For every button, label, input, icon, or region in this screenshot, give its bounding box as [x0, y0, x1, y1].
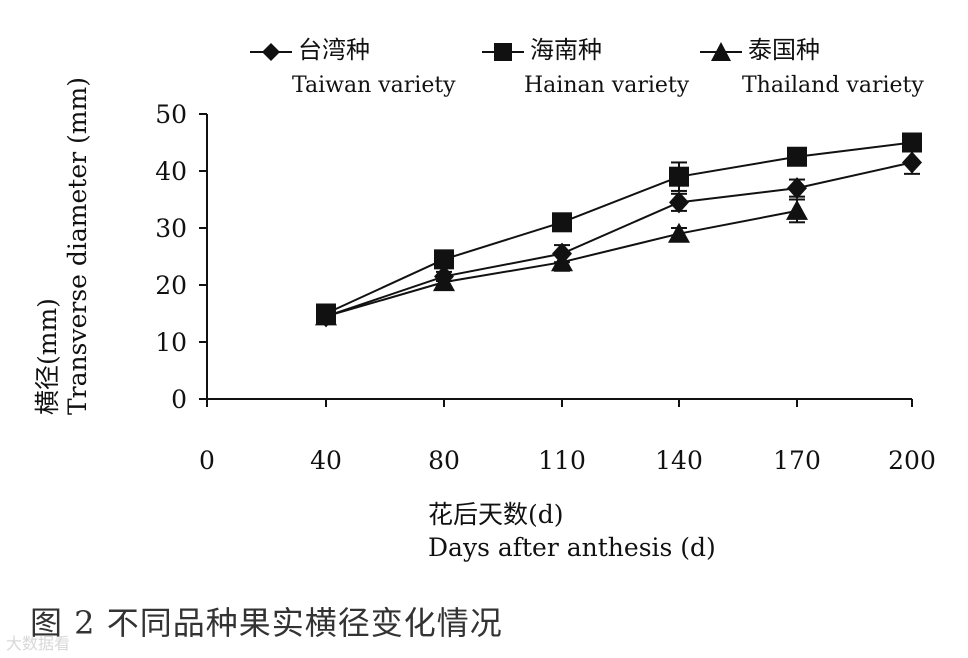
diamond-marker — [669, 191, 689, 214]
legend-label-cn: 泰国种 — [748, 36, 820, 64]
legend-item-thailand: 泰国种 Thailand variety — [700, 30, 924, 98]
x-tick-label: 80 — [428, 446, 460, 475]
watermark: 大数据看 — [6, 634, 71, 653]
x-axis-label-cn: 花后天数(d) — [428, 500, 564, 529]
series-line-diamond — [325, 161, 913, 318]
x-tick-label: 0 — [199, 446, 215, 475]
diamond-marker-icon — [250, 42, 292, 61]
square-marker — [787, 146, 807, 167]
legend-label-en: Hainan variety — [524, 73, 690, 98]
x-tick-label: 110 — [538, 446, 586, 475]
x-tick-label: 200 — [888, 446, 936, 475]
legend-label-cn: 海南种 — [530, 36, 602, 64]
square-marker — [902, 132, 922, 153]
square-marker — [434, 249, 454, 270]
legend: 台湾种 Taiwan variety 海南种 Hainan variety 泰国… — [250, 30, 950, 110]
legend-label-en: Taiwan variety — [292, 73, 456, 98]
y-tick-label: 0 — [171, 385, 187, 414]
y-axis-label-en: Transverse diameter (mm) — [63, 77, 92, 415]
y-tick-label: 20 — [155, 271, 187, 300]
y-axis-label-cn: 横径(mm) — [33, 298, 62, 415]
series-line-square — [325, 141, 913, 315]
legend-label-en: Thailand variety — [742, 73, 924, 98]
triangle-marker-icon — [700, 41, 742, 61]
chart-axes — [206, 114, 912, 400]
x-axis-label-en: Days after anthesis (d) — [428, 533, 716, 562]
series-lines — [325, 141, 913, 318]
diamond-marker — [902, 151, 922, 174]
triangle-marker — [668, 222, 690, 243]
legend-item-taiwan: 台湾种 Taiwan variety — [250, 30, 456, 98]
square-marker — [669, 166, 689, 187]
figure-caption: 图 2 不同品种果实横径变化情况 — [30, 604, 503, 642]
x-tick-label: 170 — [773, 446, 821, 475]
triangle-marker — [315, 305, 337, 326]
triangle-marker — [433, 271, 455, 292]
triangle-marker — [786, 199, 808, 220]
triangle-marker — [551, 251, 573, 272]
square-marker-icon — [482, 42, 524, 61]
axis-ticks: 0 10 20 30 40 50 0 40 80 110 140 170 200 — [155, 100, 936, 475]
series-markers — [315, 132, 922, 328]
y-axis-label: 横径(mm) Transverse diameter (mm) — [33, 75, 93, 415]
y-tick-label: 30 — [155, 214, 187, 243]
x-tick-label: 40 — [310, 446, 342, 475]
diamond-marker — [787, 177, 807, 200]
square-marker — [552, 212, 572, 233]
legend-label-cn: 台湾种 — [298, 36, 370, 64]
y-tick-label: 50 — [155, 100, 187, 129]
legend-item-hainan: 海南种 Hainan variety — [482, 30, 689, 98]
y-tick-label: 40 — [155, 157, 187, 186]
x-tick-label: 140 — [655, 446, 703, 475]
y-tick-label: 10 — [155, 328, 187, 357]
